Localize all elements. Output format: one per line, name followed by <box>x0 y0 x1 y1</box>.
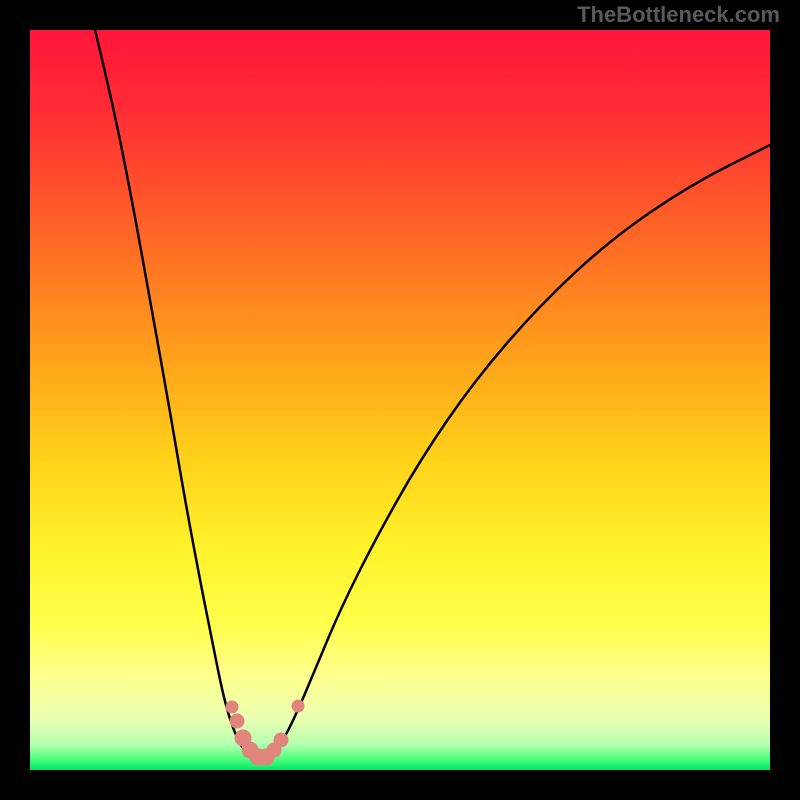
curve-layer <box>0 0 800 800</box>
chart-canvas: TheBottleneck.com <box>0 0 800 800</box>
marker-point <box>230 714 244 728</box>
marker-point <box>292 700 304 712</box>
marker-point <box>226 701 238 713</box>
bottleneck-curve <box>95 30 770 760</box>
marker-point <box>274 733 288 747</box>
watermark-text: TheBottleneck.com <box>577 2 780 28</box>
marker-group <box>226 700 304 765</box>
